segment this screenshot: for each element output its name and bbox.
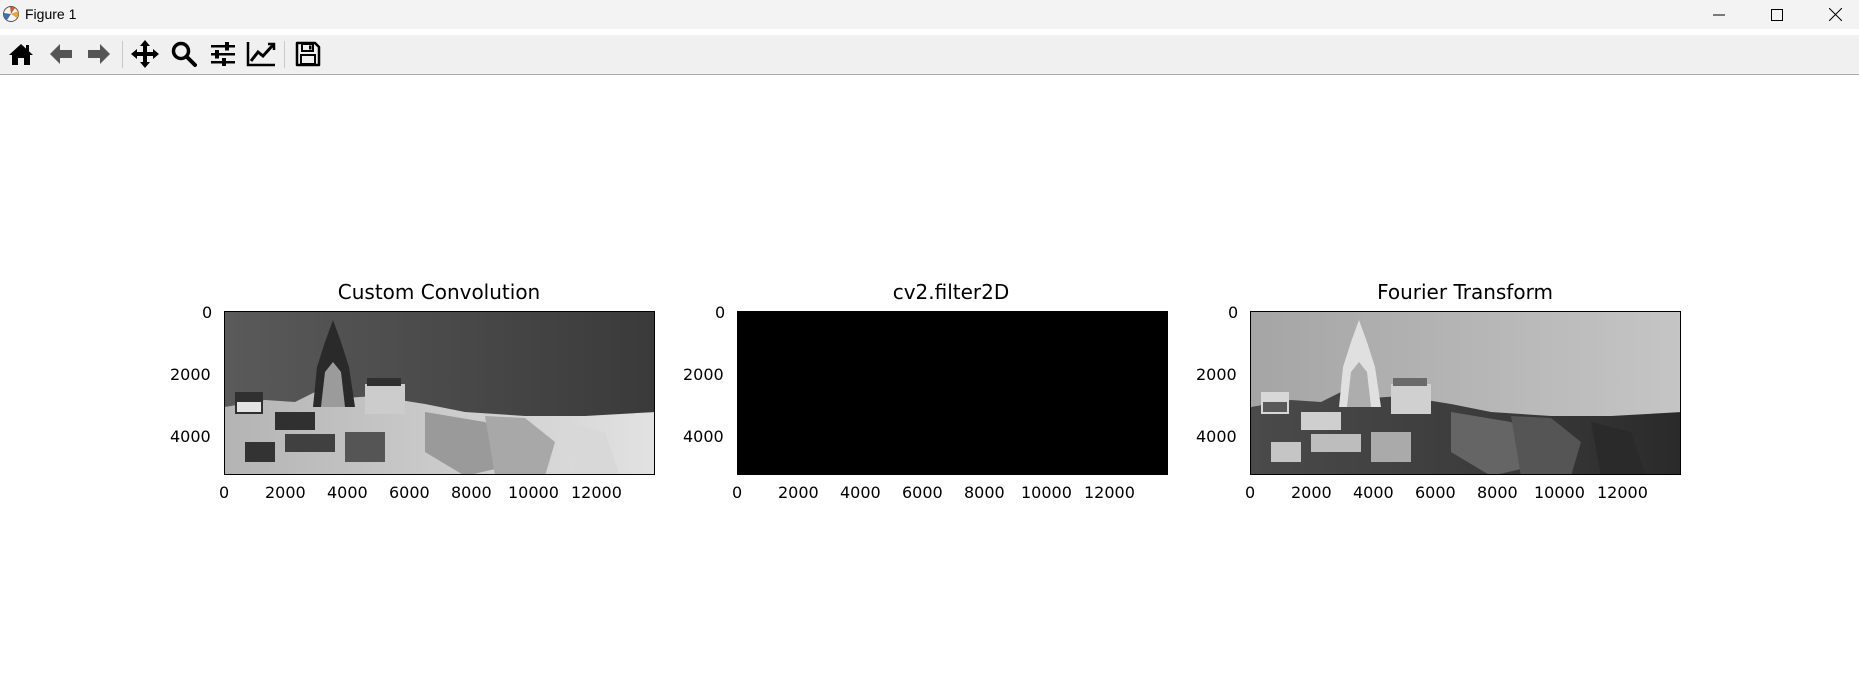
home-button[interactable] <box>4 37 38 71</box>
forward-button[interactable] <box>82 37 116 71</box>
subplot-title-custom-convolution: Custom Convolution <box>337 280 541 304</box>
x-tick-label: 0 <box>219 483 230 502</box>
move-icon <box>131 40 159 68</box>
arrow-right-icon <box>88 44 110 64</box>
window-titlebar: Figure 1 <box>0 0 1859 29</box>
y-tick-label: 0 <box>715 303 726 322</box>
x-tick-label: 2000 <box>1291 483 1332 502</box>
window-title: Figure 1 <box>25 6 77 22</box>
y-tick-label: 0 <box>1228 303 1239 322</box>
x-tick-label: 12000 <box>1597 483 1648 502</box>
maximize-icon <box>1771 8 1783 21</box>
x-tick-label: 8000 <box>964 483 1005 502</box>
fourier-image <box>1251 312 1680 474</box>
y-tick-label: 4000 <box>1196 427 1237 446</box>
x-tick-label: 4000 <box>327 483 368 502</box>
minimize-icon <box>1713 14 1725 15</box>
home-icon <box>9 44 33 65</box>
x-tick-label: 12000 <box>1084 483 1135 502</box>
back-button[interactable] <box>44 37 78 71</box>
image-custom-convolution[interactable] <box>224 311 655 475</box>
x-tick-label: 2000 <box>265 483 306 502</box>
pan-button[interactable] <box>128 37 162 71</box>
subplot-title-cv2-filter2d: cv2.filter2D <box>892 280 1010 304</box>
close-button[interactable] <box>1806 0 1859 29</box>
x-tick-label: 10000 <box>1534 483 1585 502</box>
image-cv2-filter2d[interactable] <box>737 311 1168 475</box>
floppy-disk-icon <box>295 41 321 67</box>
x-tick-label: 12000 <box>571 483 622 502</box>
save-button[interactable] <box>291 37 325 71</box>
x-tick-label: 8000 <box>451 483 492 502</box>
arrow-left-icon <box>50 44 72 64</box>
y-tick-label: 4000 <box>683 427 724 446</box>
y-tick-label: 4000 <box>170 427 211 446</box>
x-tick-label: 0 <box>732 483 743 502</box>
zoom-button[interactable] <box>167 37 201 71</box>
configure-subplots-button[interactable] <box>206 37 240 71</box>
x-tick-label: 8000 <box>1477 483 1518 502</box>
y-tick-label: 2000 <box>683 365 724 384</box>
magnifier-icon <box>171 41 197 67</box>
edit-axes-button[interactable] <box>244 37 278 71</box>
x-tick-label: 10000 <box>508 483 559 502</box>
x-tick-label: 4000 <box>1353 483 1394 502</box>
x-tick-label: 0 <box>1245 483 1256 502</box>
y-tick-label: 2000 <box>170 365 211 384</box>
toolbar-separator <box>122 41 123 68</box>
convolution-image <box>225 312 654 474</box>
navigation-toolbar <box>0 35 1859 75</box>
maximize-button[interactable] <box>1748 0 1806 29</box>
matplotlib-app-icon <box>3 6 19 22</box>
toolbar-separator <box>284 41 285 68</box>
figure-canvas[interactable]: Custom Convolution <box>0 75 1859 692</box>
x-tick-label: 10000 <box>1021 483 1072 502</box>
x-tick-label: 6000 <box>389 483 430 502</box>
x-tick-label: 2000 <box>778 483 819 502</box>
line-chart-icon <box>246 42 276 67</box>
close-icon <box>1828 8 1842 21</box>
y-tick-label: 0 <box>202 303 213 322</box>
x-tick-label: 6000 <box>1415 483 1456 502</box>
minimize-button[interactable] <box>1690 0 1748 29</box>
y-tick-label: 2000 <box>1196 365 1237 384</box>
x-tick-label: 6000 <box>902 483 943 502</box>
sliders-icon <box>211 42 235 66</box>
image-fourier-transform[interactable] <box>1250 311 1681 475</box>
subplot-title-fourier-transform: Fourier Transform <box>1377 280 1553 304</box>
x-tick-label: 4000 <box>840 483 881 502</box>
